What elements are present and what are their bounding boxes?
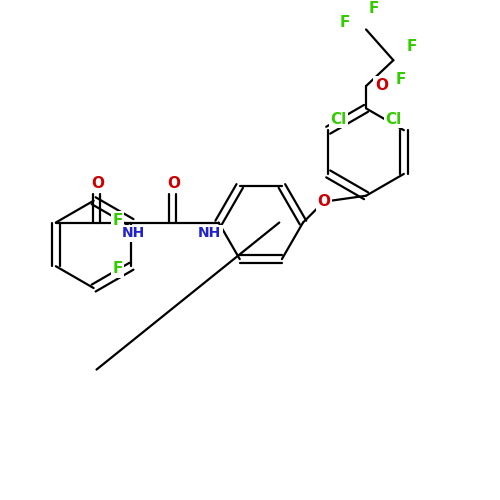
Text: F: F	[340, 14, 350, 30]
Text: Cl: Cl	[385, 112, 402, 127]
Text: O: O	[168, 176, 180, 192]
Text: F: F	[112, 212, 122, 228]
Text: O: O	[91, 176, 104, 192]
Text: F: F	[368, 1, 378, 16]
Text: O: O	[318, 194, 330, 209]
Text: F: F	[396, 72, 406, 86]
Text: Cl: Cl	[330, 112, 347, 127]
Text: F: F	[112, 261, 122, 276]
Text: NH: NH	[198, 226, 222, 240]
Text: F: F	[407, 39, 418, 54]
Text: NH: NH	[122, 226, 145, 240]
Text: O: O	[375, 78, 388, 92]
